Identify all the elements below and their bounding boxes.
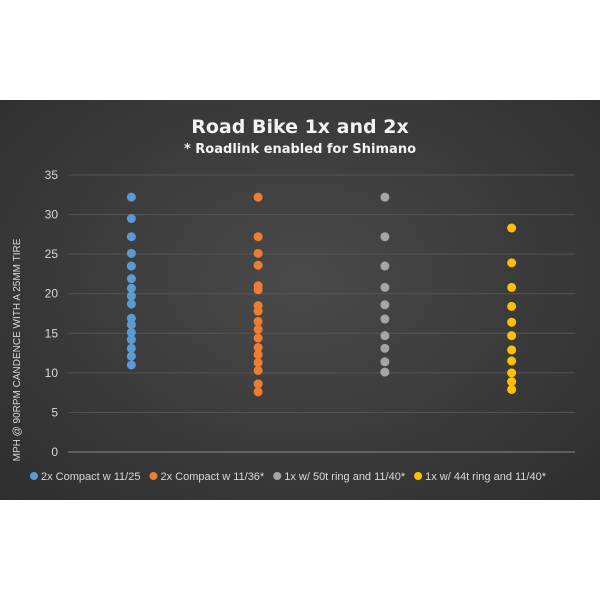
- chart-panel: Road Bike 1x and 2x * Roadlink enabled f…: [0, 100, 600, 500]
- data-point-series-4-8: [507, 356, 517, 366]
- data-point-series-1-7: [126, 283, 136, 293]
- data-point-series-1-4: [126, 248, 136, 258]
- gridlines: [68, 174, 575, 453]
- data-point-series-4-10: [507, 377, 517, 387]
- data-point-series-2-3: [253, 248, 263, 258]
- data-points: [126, 192, 517, 397]
- data-point-series-1-14: [126, 343, 136, 353]
- legend-marker-4: [414, 472, 423, 480]
- data-point-series-2-8: [253, 306, 263, 316]
- data-point-series-3-5: [380, 300, 390, 310]
- y-tick-label-30: 30: [45, 208, 59, 222]
- data-point-series-2-16: [253, 379, 263, 389]
- data-point-series-2-2: [253, 232, 263, 242]
- y-tick-label-0: 0: [51, 445, 58, 459]
- data-point-series-1-2: [126, 214, 136, 224]
- data-point-series-1-12: [126, 327, 136, 337]
- data-point-series-1-8: [126, 291, 136, 301]
- data-point-series-4-2: [507, 258, 517, 268]
- legend-marker-1: [30, 472, 38, 480]
- data-point-series-1-1: [126, 192, 136, 202]
- data-point-series-3-3: [380, 261, 390, 271]
- data-point-series-3-6: [380, 314, 390, 324]
- data-point-series-4-4: [507, 301, 517, 311]
- data-point-series-4-6: [507, 331, 517, 341]
- legend-marker-2: [149, 472, 158, 480]
- y-tick-label-20: 20: [45, 287, 59, 301]
- data-point-series-3-2: [380, 232, 390, 242]
- y-tick-label-5: 5: [51, 405, 58, 419]
- data-point-series-2-6: [253, 285, 263, 295]
- data-point-series-1-9: [126, 299, 136, 309]
- data-point-series-4-7: [507, 345, 517, 355]
- data-point-series-2-15: [253, 365, 263, 375]
- data-point-series-1-5: [126, 261, 136, 271]
- data-point-series-1-3: [126, 232, 136, 242]
- data-point-series-2-14: [253, 358, 263, 368]
- data-point-series-3-10: [380, 367, 390, 377]
- data-point-series-2-4: [253, 260, 263, 270]
- legend-marker-3: [273, 472, 282, 480]
- chart-subtitle: * Roadlink enabled for Shimano: [184, 142, 416, 157]
- legend-label-3: 1x w/ 50t ring and 11/40*: [284, 471, 406, 483]
- data-point-series-3-1: [380, 192, 390, 202]
- data-point-series-1-13: [126, 335, 136, 345]
- legend-label-2: 2x Compact w 11/36*: [160, 471, 264, 483]
- scatter-chart: Road Bike 1x and 2x * Roadlink enabled f…: [12, 116, 575, 483]
- data-point-series-3-7: [380, 331, 390, 341]
- data-point-series-4-9: [507, 368, 517, 378]
- data-point-series-4-1: [507, 223, 517, 233]
- data-point-series-2-1: [253, 192, 263, 202]
- data-point-series-1-11: [126, 320, 136, 330]
- data-point-series-1-6: [126, 274, 136, 284]
- y-tick-label-35: 35: [45, 168, 59, 182]
- data-point-series-2-10: [253, 324, 263, 334]
- y-axis-ticks: 0 5 10 15 20 25 30 35: [45, 168, 59, 459]
- data-point-series-2-13: [253, 350, 263, 360]
- data-point-series-2-17: [253, 387, 263, 397]
- data-point-series-4-5: [507, 317, 517, 327]
- chart-title: Road Bike 1x and 2x: [191, 116, 408, 138]
- data-point-series-1-15: [126, 351, 136, 361]
- data-point-series-4-3: [507, 282, 517, 292]
- legend-label-1: 2x Compact w 11/25: [41, 471, 140, 483]
- data-point-series-3-8: [380, 343, 390, 353]
- data-point-series-4-11: [507, 384, 517, 394]
- y-axis-label: MPH @ 90RPM CANDENCE WITH A 25MM TIRE: [12, 238, 23, 461]
- data-point-series-1-16: [126, 360, 136, 370]
- legend: 2x Compact w 11/25 2x Compact w 11/36* 1x …: [30, 471, 547, 483]
- legend-label-4: 1x w/ 44t ring and 11/40*: [425, 471, 547, 483]
- y-tick-label-25: 25: [45, 247, 59, 261]
- data-point-series-3-4: [380, 282, 390, 292]
- data-point-series-2-11: [253, 333, 263, 343]
- data-point-series-2-9: [253, 316, 263, 326]
- data-point-series-1-10: [126, 313, 136, 323]
- data-point-series-2-12: [253, 343, 263, 353]
- y-tick-label-15: 15: [45, 326, 59, 340]
- data-point-series-3-9: [380, 357, 390, 367]
- y-tick-label-10: 10: [45, 366, 59, 380]
